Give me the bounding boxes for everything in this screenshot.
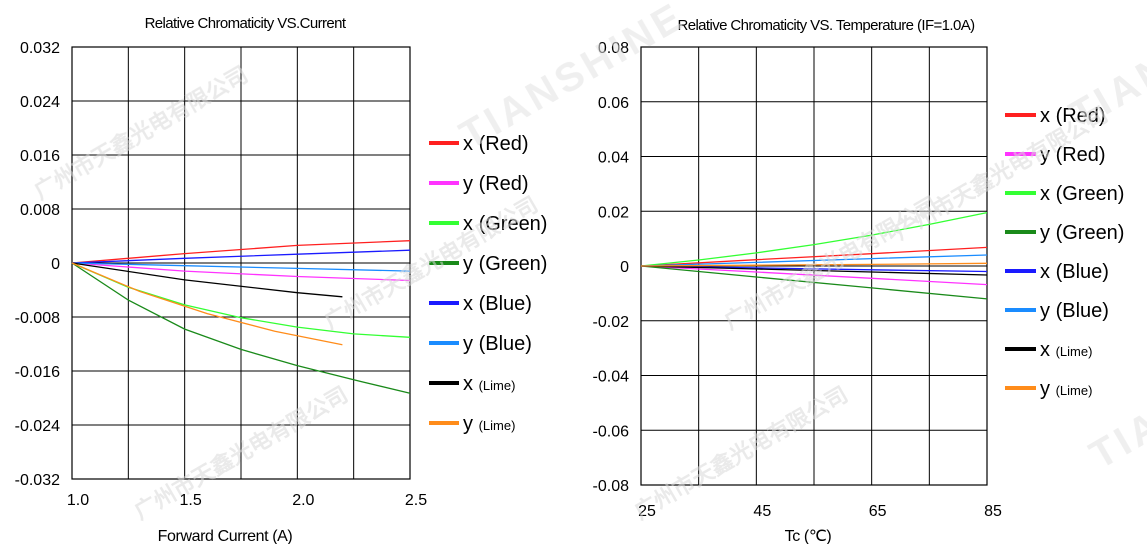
y-tick-label: -0.016 [15, 364, 60, 381]
y-tick-label: 0.02 [598, 204, 629, 221]
legend-entry-x-lime: x (Lime) [1040, 339, 1092, 361]
x-axis-label: Forward Current (A) [158, 528, 293, 544]
legend-entry-y-lime: y (Lime) [1040, 378, 1092, 400]
y-tick-label: 0 [51, 256, 60, 273]
y-tick-label: 0.024 [20, 94, 60, 111]
x-tick-label: 45 [753, 503, 771, 520]
legend-var: x [1040, 183, 1056, 205]
y-tick-label: -0.08 [593, 478, 630, 495]
legend-entry-y-blue: y (Blue) [463, 333, 532, 355]
legend-tag: (Blue) [1056, 300, 1109, 322]
legend-tag: (Green) [479, 253, 548, 275]
legend-entry-x-lime: x (Lime) [463, 373, 515, 395]
legend-tag: (Lime) [479, 418, 516, 433]
legend-var: x [1040, 105, 1056, 127]
watermark-text: TIANSHINE [453, 0, 693, 158]
y-tick-label: 0.008 [20, 202, 60, 219]
legend-entry-y-lime: y (Lime) [463, 413, 515, 435]
legend-entry-y-green: y (Green) [1040, 222, 1124, 244]
legend-var: x [1040, 261, 1056, 283]
legend-var: x [463, 373, 479, 395]
legend-entry-y-blue: y (Blue) [1040, 300, 1109, 322]
chart-1: Relative Chromaticity VS.Current 0.032 0.0… [15, 15, 548, 544]
y-tick-label: -0.06 [593, 423, 630, 440]
chart-title: Relative Chromaticity VS. Temperature (I… [677, 17, 975, 34]
legend-var: y [1040, 222, 1056, 244]
chart-2: Relative Chromaticity VS. Temperature (I… [593, 17, 1125, 544]
y-tick-label: -0.008 [15, 310, 60, 327]
legend-var: x [1040, 339, 1056, 361]
watermark-text: TIANSHINE [1063, 0, 1147, 138]
y-tick-label: -0.024 [15, 418, 60, 435]
legend-entry-x-green: x (Green) [1040, 183, 1124, 205]
watermark-text: 广州市天鑫光电有限公司 [630, 382, 852, 525]
legend-var: y [463, 333, 479, 355]
legend-var: y [1040, 300, 1056, 322]
series-line-y-lime [72, 263, 342, 345]
x-tick-label: 2.5 [405, 492, 427, 509]
chart-title: Relative Chromaticity VS.Current [145, 15, 347, 32]
legend-tag: (Blue) [1056, 261, 1109, 283]
legend-tag: (Blue) [479, 333, 532, 355]
legend-entry-y-green: y (Green) [463, 253, 547, 275]
legend-entry-x-blue: x (Blue) [1040, 261, 1109, 283]
legend-var: y [463, 173, 479, 195]
y-tick-label: 0.04 [598, 150, 629, 167]
x-tick-label: 85 [984, 503, 1002, 520]
legend-entry-y-red: y (Red) [463, 173, 529, 195]
x-tick-label: 2.0 [292, 492, 314, 509]
legend-var: x [463, 293, 479, 315]
x-tick-label: 65 [869, 503, 887, 520]
watermark-text: 广州市天鑫光电有限公司 [30, 62, 252, 205]
legend-tag: (Lime) [479, 378, 516, 393]
y-tick-label: 0.032 [20, 40, 60, 57]
legend-tag: (Lime) [1056, 383, 1093, 398]
x-axis-label: Tc (℃) [785, 528, 832, 544]
legend-var: y [463, 413, 479, 435]
legend-tag: (Blue) [479, 293, 532, 315]
watermark-layer: 广州市天鑫光电有限公司广州市天鑫光电有限公司TIANSHINE广州市天鑫光电有限… [30, 0, 1147, 524]
legend-var: y [1040, 378, 1056, 400]
x-tick-label: 1.0 [67, 492, 89, 509]
legend-tag: (Lime) [1056, 344, 1093, 359]
y-tick-label: 0.06 [598, 95, 629, 112]
y-tick-label: 0 [620, 259, 629, 276]
legend-tag: (Red) [479, 173, 529, 195]
y-tick-label: -0.04 [593, 369, 630, 386]
y-tick-label: -0.032 [15, 472, 60, 489]
legend-tag: (Green) [1056, 222, 1125, 244]
y-tick-label: 0.016 [20, 148, 60, 165]
y-tick-label: -0.02 [593, 314, 630, 331]
legend-entry-x-blue: x (Blue) [463, 293, 532, 315]
legend-tag: (Green) [1056, 183, 1125, 205]
